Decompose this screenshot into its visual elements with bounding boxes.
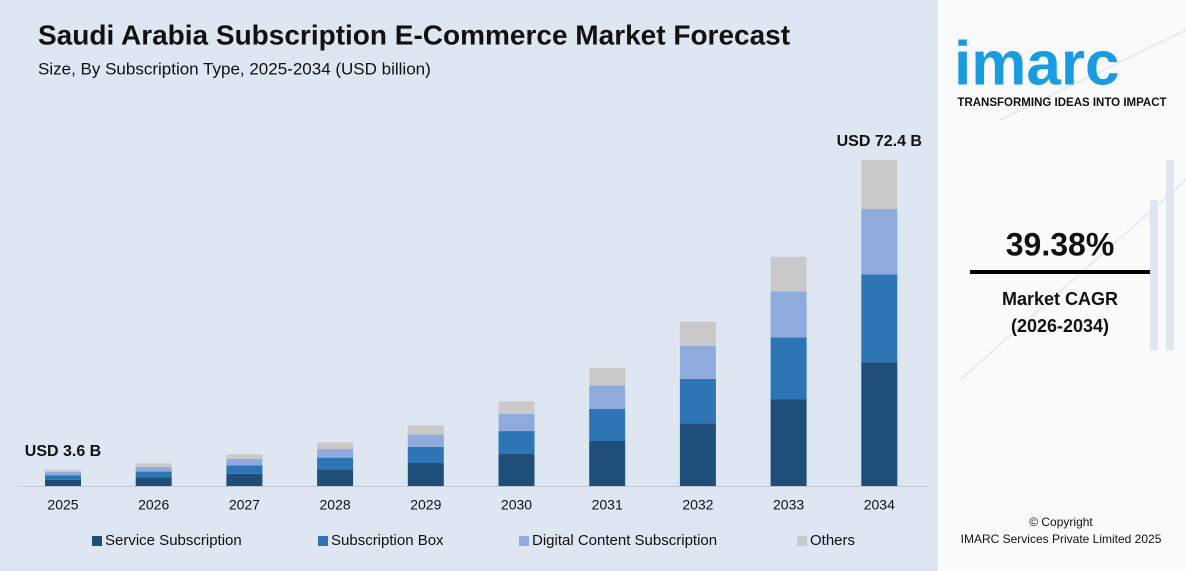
legend-swatch [92,536,102,546]
x-tick-label: 2029 [410,497,441,513]
bar-segment [498,401,535,414]
bar-segment [861,274,898,363]
logo: imarc [954,29,1119,98]
cagr-period: (2026-2034) [1011,316,1109,336]
bar-segment [226,473,263,486]
company: IMARC Services Private Limited 2025 [961,532,1162,546]
bar-segment [135,477,172,486]
x-tick-label: 2033 [773,497,804,513]
deco-bar [1166,160,1174,350]
bar-segment [407,446,444,464]
panel-decoration [938,0,1186,571]
x-tick-label: 2031 [592,497,623,513]
legend-swatch [797,536,807,546]
legend-label: Others [810,532,855,549]
bar-segment [498,454,535,486]
total-label: USD 3.6 B [25,443,101,460]
bar-segment [770,337,807,400]
deco-bar [1150,200,1158,350]
bar-segment [135,471,172,478]
x-tick-label: 2027 [229,497,260,513]
bar-segment [589,368,626,386]
legend-swatch [318,536,328,546]
bar-segment [589,385,626,410]
cagr-value: 39.38% [1006,226,1115,262]
x-tick-label: 2026 [138,497,169,513]
bar-segment [861,209,898,275]
bar-segment [770,256,807,292]
copyright: © Copyright [1029,515,1093,529]
bar-segment [861,160,898,210]
cagr-label: Market CAGR [1002,289,1118,309]
bar-segment [135,463,172,468]
bar-segment [407,425,444,435]
bar-segment [317,457,354,470]
bar-segment [498,413,535,432]
bar-segment [45,469,81,473]
legend-swatch [519,536,529,546]
legend-label: Subscription Box [331,532,444,549]
bar-segment [407,434,444,447]
deco-line [959,179,1186,381]
x-tick-label: 2030 [501,497,532,513]
bar-segment [45,475,81,480]
bar-segment [770,291,807,338]
bar-segment [45,472,81,476]
x-tick-label: 2028 [320,497,351,513]
bar-segment [861,362,898,486]
bar-segment [45,479,81,486]
bar-segment [226,458,263,466]
bar-segment [679,345,716,379]
chart-subtitle: Size, By Subscription Type, 2025-2034 (U… [38,59,431,78]
chart-title: Saudi Arabia Subscription E-Commerce Mar… [38,19,790,50]
x-tick-label: 2034 [864,497,895,513]
deco-line [999,29,1186,121]
x-tick-label: 2025 [47,497,78,513]
bar-segment [317,469,354,486]
bar-segment [679,378,716,424]
panel-bg [938,0,1186,571]
bar-segment [679,423,716,486]
bar-segment [589,440,626,486]
bar-segment [770,399,807,486]
bar-segment [679,321,716,346]
bar-segment [226,454,263,459]
legend-label: Digital Content Subscription [532,532,717,549]
tagline: TRANSFORMING IDEAS INTO IMPACT [957,97,1166,109]
bar-segment [317,442,354,450]
bar-segment [407,463,444,486]
bar-segment [226,465,263,474]
bar-segment [589,409,626,441]
bar-segment [498,431,535,455]
legend-label: Service Subscription [105,532,242,549]
total-label: USD 72.4 B [837,133,922,150]
bar-segment [317,449,354,458]
bar-segment [135,467,172,472]
x-tick-label: 2032 [682,497,713,513]
